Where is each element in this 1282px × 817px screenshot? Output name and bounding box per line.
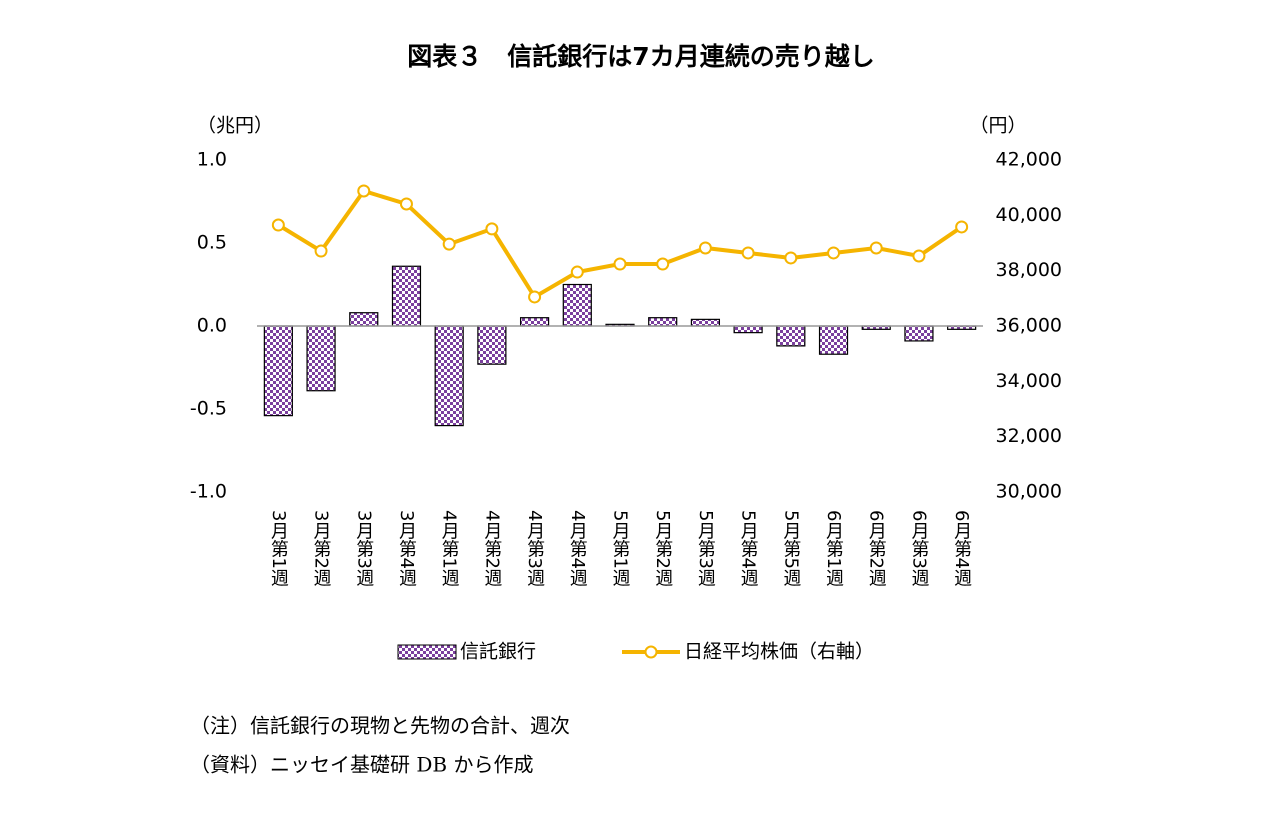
y-tick-label: 0.0: [197, 315, 227, 337]
x-tick-label: 5月第3週: [695, 510, 716, 587]
marker: [656, 257, 670, 271]
marker: [613, 257, 627, 271]
bar: [349, 312, 379, 327]
x-tick-label: 5月第5週: [780, 510, 801, 587]
marker: [955, 220, 969, 234]
legend-marker: [644, 645, 658, 659]
x-tick-label: 3月第4週: [396, 510, 417, 587]
marker: [442, 237, 456, 251]
marker: [698, 241, 712, 255]
marker: [399, 197, 413, 211]
note: （注）信託銀行の現物と先物の合計、週次: [190, 714, 570, 738]
marker: [827, 246, 841, 260]
bar: [391, 265, 422, 327]
x-tick-label: 4月第1週: [439, 510, 460, 587]
x-tick-label: 6月第2週: [866, 510, 887, 587]
x-tick-label: 5月第1週: [610, 510, 631, 587]
x-tick-label: 4月第3週: [524, 510, 545, 587]
marker: [912, 249, 926, 263]
bar: [306, 325, 336, 392]
y-tick-label: -0.5: [190, 398, 227, 420]
y2-tick-label: 40,000: [996, 204, 1062, 226]
x-tick-label: 3月第2週: [311, 510, 332, 587]
bar: [776, 325, 806, 347]
marker: [485, 222, 499, 236]
x-tick-label: 5月第2週: [652, 510, 673, 587]
y2-tick-label: 38,000: [996, 259, 1062, 281]
marker: [741, 246, 755, 260]
legend-label: 信託銀行: [460, 641, 536, 663]
marker: [784, 251, 798, 265]
legend-label: 日経平均株価（右軸）: [684, 641, 874, 663]
y2-tick-label: 32,000: [996, 425, 1062, 447]
chart-title: 図表３ 信託銀行は7カ月連続の売り越し: [407, 42, 874, 71]
y2-tick-label: 30,000: [996, 481, 1062, 503]
x-tick-label: 3月第3週: [353, 510, 374, 587]
bar: [477, 325, 507, 365]
bar: [648, 317, 678, 327]
y-tick-label: 0.5: [197, 232, 227, 254]
bar: [562, 283, 592, 327]
bar: [904, 325, 934, 342]
marker: [357, 184, 371, 198]
x-tick-label: 4月第2週: [481, 510, 502, 587]
x-tick-label: 6月第3週: [908, 510, 929, 587]
note: （資料）ニッセイ基礎研 DB から作成: [190, 753, 533, 777]
marker: [271, 218, 285, 232]
y-axis-label: （兆円）: [197, 115, 273, 137]
y-tick-label: 1.0: [197, 149, 227, 171]
x-tick-label: 6月第4週: [951, 510, 972, 587]
bar: [263, 325, 293, 417]
y2-tick-label: 42,000: [996, 149, 1062, 171]
bar: [818, 325, 849, 355]
bar: [690, 318, 721, 327]
y-tick-label: -1.0: [190, 481, 227, 503]
y2-axis-label: （円）: [969, 115, 1026, 137]
legend-swatch: [397, 644, 457, 660]
bar: [434, 325, 464, 427]
y2-tick-label: 36,000: [996, 315, 1062, 337]
bar: [733, 325, 763, 334]
x-tick-label: 5月第4週: [738, 510, 759, 587]
bar: [519, 317, 550, 327]
marker: [528, 290, 542, 304]
x-tick-label: 6月第1週: [823, 510, 844, 587]
x-tick-label: 4月第4週: [567, 510, 588, 587]
y2-tick-label: 34,000: [996, 370, 1062, 392]
marker: [869, 241, 883, 255]
marker: [314, 244, 328, 258]
x-tick-label: 3月第1週: [268, 510, 289, 587]
marker: [570, 265, 584, 279]
line: [277, 188, 963, 300]
